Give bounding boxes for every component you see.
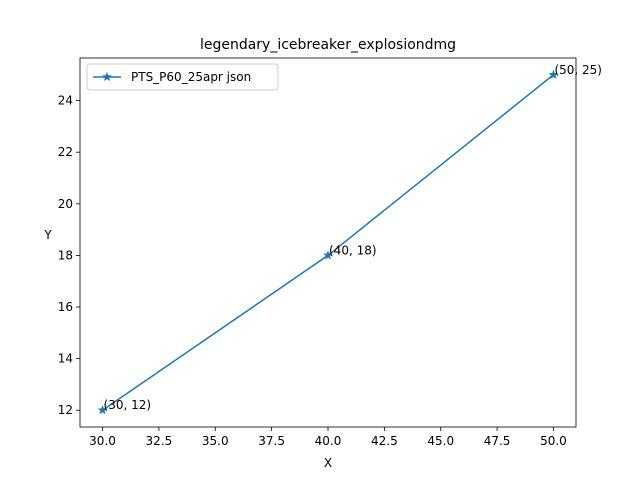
y-tick-label-2: 16 xyxy=(58,300,73,314)
x-tick-label-5: 42.5 xyxy=(371,434,398,448)
x-tick-label-6: 45.0 xyxy=(427,434,454,448)
y-tick-label-5: 22 xyxy=(58,145,73,159)
point-annotation-2: (50, 25) xyxy=(554,63,602,77)
plot-frame xyxy=(79,57,577,428)
y-tick-label-3: 18 xyxy=(58,248,73,262)
data-point-0 xyxy=(97,405,108,415)
x-tick-label-1: 32.5 xyxy=(146,434,173,448)
x-tick-label-0: 30.0 xyxy=(89,434,116,448)
axes: 30.0 32.5 35.0 37.5 40.0 42.5 45.0 47.5 50.0 12 14… xyxy=(58,57,577,448)
legend-frame xyxy=(86,63,279,91)
point-annotation-0: (30, 12) xyxy=(104,398,152,412)
x-tick-label-8: 50.0 xyxy=(540,434,567,448)
y-tick-label-6: 24 xyxy=(58,94,73,108)
y-tick-label-1: 14 xyxy=(58,352,73,366)
legend: PTS_P60_25apr json xyxy=(86,63,279,91)
data-point-1 xyxy=(323,250,333,260)
legend-series-label: PTS_P60_25apr json xyxy=(131,70,251,84)
y-axis-label: Y xyxy=(43,228,52,242)
y-tick-label-0: 12 xyxy=(58,403,73,417)
data-point-2 xyxy=(548,69,559,79)
x-tick-label-2: 35.0 xyxy=(202,434,229,448)
plot-area: (30, 12) (40, 18) (50, 25) xyxy=(97,63,602,415)
chart-title: legendary_icebreaker_explosiondmg xyxy=(200,37,456,53)
legend-star-marker xyxy=(102,71,112,82)
x-tick-label-3: 37.5 xyxy=(258,434,285,448)
x-tick-label-4: 40.0 xyxy=(315,434,342,448)
x-axis-label: X xyxy=(324,456,332,470)
legend-star xyxy=(102,71,112,82)
x-tick-label-7: 47.5 xyxy=(484,434,511,448)
point-annotation-1: (40, 18) xyxy=(329,243,377,257)
y-tick-label-4: 20 xyxy=(58,197,73,211)
